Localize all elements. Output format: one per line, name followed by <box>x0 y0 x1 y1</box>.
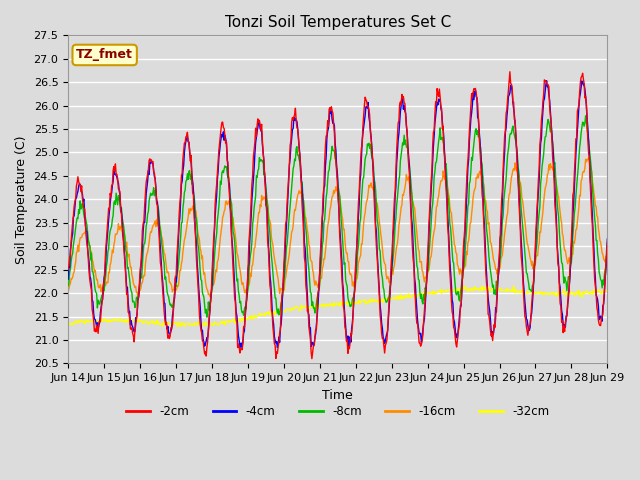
Legend: -2cm, -4cm, -8cm, -16cm, -32cm: -2cm, -4cm, -8cm, -16cm, -32cm <box>122 401 554 423</box>
Y-axis label: Soil Temperature (C): Soil Temperature (C) <box>15 135 28 264</box>
X-axis label: Time: Time <box>323 389 353 402</box>
Title: Tonzi Soil Temperatures Set C: Tonzi Soil Temperatures Set C <box>225 15 451 30</box>
Text: TZ_fmet: TZ_fmet <box>76 48 133 61</box>
